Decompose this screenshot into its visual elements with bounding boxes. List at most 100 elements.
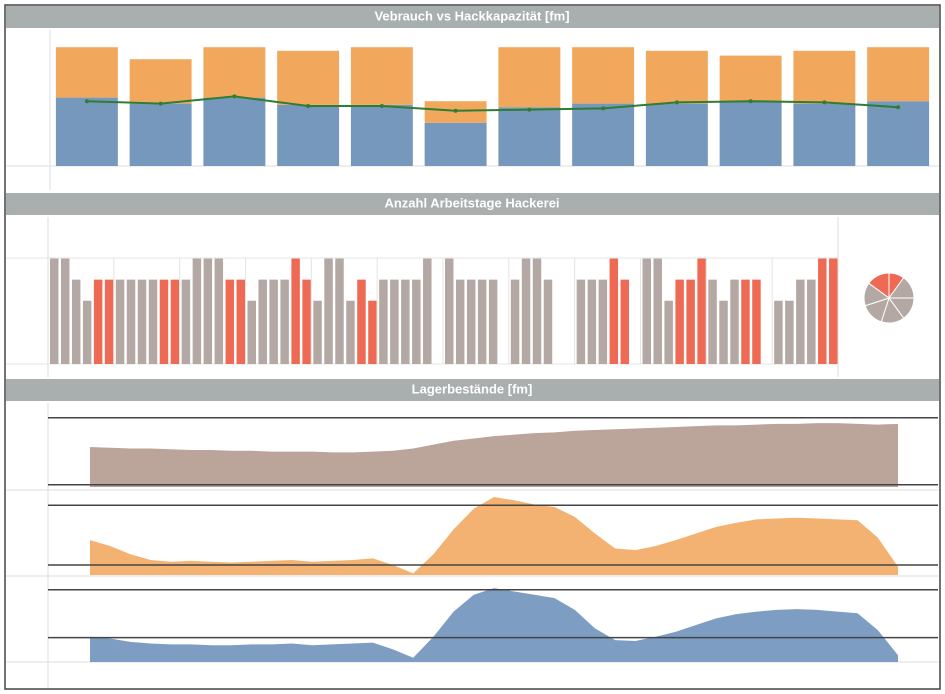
bar [719,300,728,364]
bar [774,300,783,364]
bar [71,279,81,364]
line-point [306,104,311,108]
line-point [601,106,606,111]
bar [664,300,673,364]
bar-segment [203,47,266,98]
bar [477,279,487,364]
bar [675,279,684,364]
bar-segment [645,103,708,166]
bar [60,258,70,364]
line-point [158,101,163,106]
bar [379,279,388,364]
header-bar [6,193,939,215]
line-point [232,94,237,99]
panel-title: Lagerbestände [fm] [412,381,533,396]
bar [280,279,289,364]
area [90,496,898,575]
bar [368,300,377,364]
bar [269,279,278,364]
bar-segment [498,107,561,166]
line-point [822,100,827,105]
bar [313,300,322,364]
bar [785,300,794,364]
bar [170,279,180,364]
bar [93,279,103,364]
bar [598,279,608,364]
bar [466,279,476,364]
bar [104,279,114,364]
bar [510,279,520,364]
bar [642,258,651,364]
bar [576,279,586,364]
bar [653,258,662,364]
bar [620,279,630,364]
bar-segment [572,103,635,166]
area [90,423,898,487]
bar [543,279,553,364]
bar [346,300,355,364]
bar [587,279,597,364]
bar [247,300,256,364]
bar [686,279,695,364]
header-bar [6,379,939,401]
bar [50,258,59,364]
bar [401,279,410,364]
bar [137,279,147,364]
bar [82,300,92,364]
bar-segment [203,97,266,166]
bar-segment [129,103,192,166]
bar [302,279,311,364]
bar [258,279,267,364]
bar [390,279,399,364]
bar-segment [129,59,192,104]
line-point [379,104,384,108]
bar-segment [793,50,856,104]
bar [159,279,169,364]
bar [818,258,827,364]
bar-segment [277,104,340,166]
bar-segment [498,47,561,108]
bar-segment [793,103,856,166]
bar [236,279,245,364]
bar [521,258,531,364]
bar [829,258,838,364]
bar-segment [867,47,930,102]
line-point [674,100,679,105]
bar [532,258,542,364]
bar-segment [572,47,635,104]
bar [807,279,816,364]
bar-segment [867,101,930,166]
line-point [896,105,901,110]
bar [357,279,366,364]
bar [203,258,213,364]
bar-segment [350,104,413,166]
bar [324,258,333,364]
line [86,95,899,112]
bar [796,279,805,364]
bar [423,258,432,364]
bar [214,258,224,364]
bar [741,279,750,364]
area [90,588,898,662]
header-bar [6,6,939,28]
bar [181,279,191,364]
bar [752,279,761,364]
line-point [453,108,458,113]
bar-segment [55,97,118,166]
bar [225,279,235,364]
line-point [748,99,753,104]
bar-segment [424,122,487,166]
bar [148,279,158,364]
panel-title: Anzahl Arbeitstage Hackerei [384,195,559,210]
bar [291,258,300,364]
bar [697,258,706,364]
bar-segment [719,101,782,166]
bar [115,279,125,364]
bar [412,279,421,364]
bar [126,279,136,364]
bar-segment [719,55,782,102]
bar-segment [645,50,708,104]
bar [609,258,619,364]
